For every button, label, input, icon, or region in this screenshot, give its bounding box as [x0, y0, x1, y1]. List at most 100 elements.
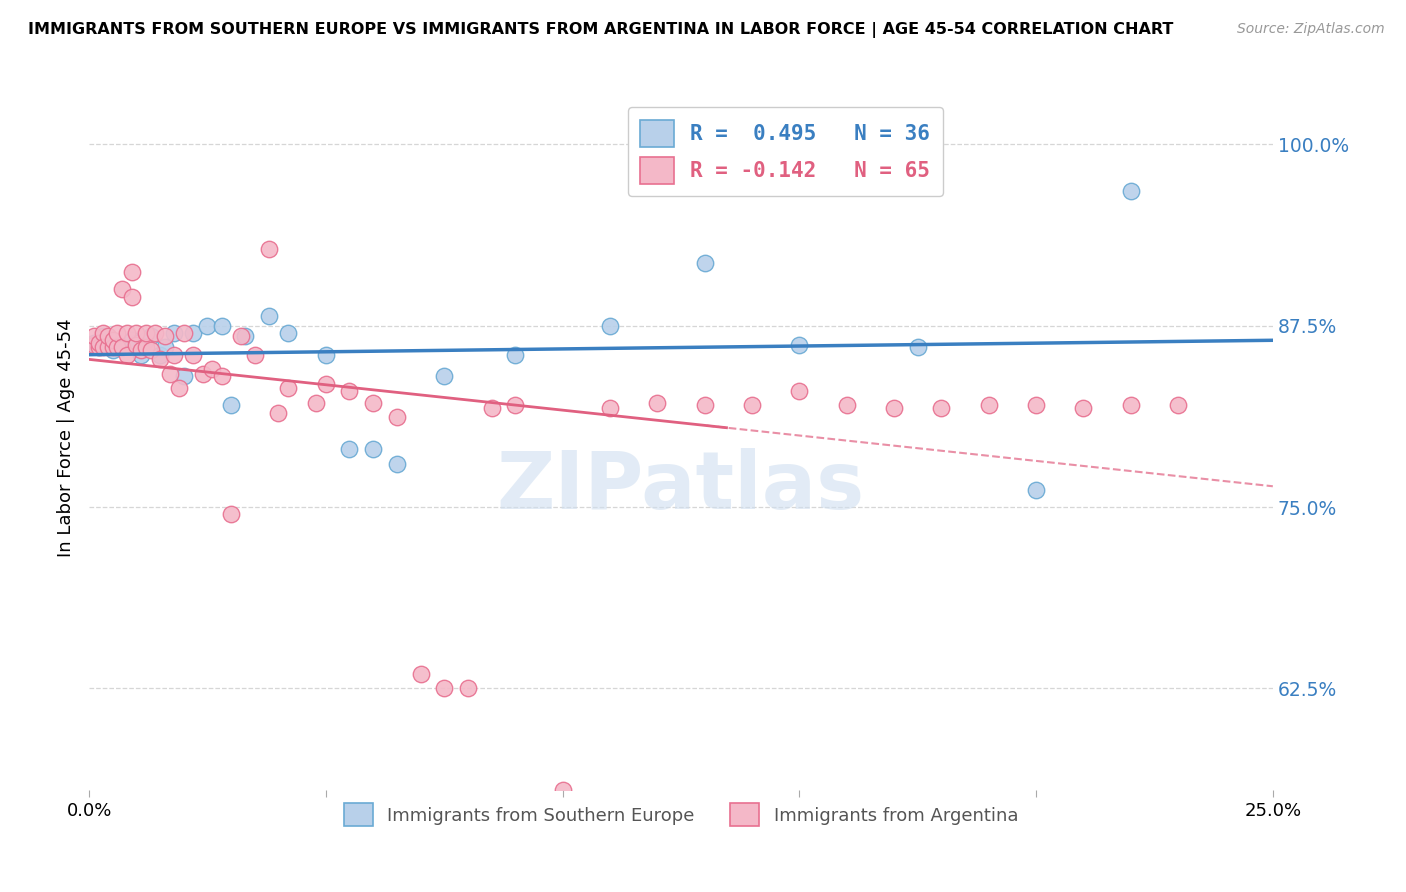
Point [97, 337, 120, 351]
Point [1025, 399, 1047, 413]
Point [83, 336, 105, 351]
Point [139, 343, 162, 358]
Point [257, 242, 280, 256]
Point [87, 336, 110, 351]
Point [219, 399, 242, 413]
Point [339, 442, 361, 456]
Point [83, 337, 105, 351]
Point [107, 326, 129, 340]
Point [173, 369, 195, 384]
Point [87, 341, 110, 355]
Point [129, 348, 152, 362]
Point [101, 333, 124, 347]
Point [1119, 184, 1142, 198]
Y-axis label: In Labor Force | Age 45-54: In Labor Force | Age 45-54 [58, 318, 75, 558]
Point [163, 326, 186, 340]
Point [481, 401, 503, 416]
Point [111, 282, 134, 296]
Point [125, 326, 148, 340]
Point [91, 329, 114, 343]
Point [233, 329, 256, 343]
Point [149, 348, 172, 362]
Point [277, 381, 299, 395]
Text: Source: ZipAtlas.com: Source: ZipAtlas.com [1237, 22, 1385, 37]
Point [101, 341, 124, 355]
Text: IMMIGRANTS FROM SOUTHERN EUROPE VS IMMIGRANTS FROM ARGENTINA IN LABOR FORCE | AG: IMMIGRANTS FROM SOUTHERN EUROPE VS IMMIG… [28, 22, 1174, 38]
Point [433, 369, 456, 384]
Point [315, 348, 337, 362]
Point [693, 399, 716, 413]
Point [135, 333, 157, 347]
Point [789, 384, 811, 398]
Point [101, 343, 124, 358]
Point [433, 681, 456, 696]
Point [385, 457, 408, 471]
Point [243, 348, 266, 362]
Point [457, 681, 479, 696]
Point [153, 341, 176, 355]
Point [135, 341, 157, 355]
Point [91, 326, 114, 340]
Point [181, 326, 204, 340]
Point [111, 341, 134, 355]
Point [201, 362, 224, 376]
Point [107, 337, 129, 351]
Point [149, 352, 172, 367]
Point [115, 326, 138, 340]
Point [115, 337, 138, 351]
Point [211, 318, 233, 333]
Point [977, 399, 1000, 413]
Point [339, 384, 361, 398]
Point [361, 442, 384, 456]
Point [121, 265, 143, 279]
Point [1119, 399, 1142, 413]
Point [219, 508, 242, 522]
Point [211, 369, 233, 384]
Point [599, 318, 621, 333]
Point [115, 348, 138, 362]
Text: ZIPatlas: ZIPatlas [496, 449, 865, 526]
Point [409, 666, 432, 681]
Point [1025, 483, 1047, 497]
Point [931, 401, 953, 416]
Point [315, 376, 337, 391]
Point [121, 333, 143, 347]
Point [257, 309, 280, 323]
Point [163, 348, 186, 362]
Point [191, 367, 214, 381]
Point [135, 326, 157, 340]
Point [741, 399, 763, 413]
Legend: Immigrants from Southern Europe, Immigrants from Argentina: Immigrants from Southern Europe, Immigra… [336, 796, 1025, 834]
Point [87, 341, 110, 355]
Point [167, 381, 190, 395]
Point [503, 399, 526, 413]
Point [139, 329, 162, 343]
Point [551, 783, 574, 797]
Point [883, 401, 905, 416]
Point [83, 329, 105, 343]
Point [645, 395, 668, 409]
Point [125, 336, 148, 351]
Point [503, 348, 526, 362]
Point [159, 367, 181, 381]
Point [97, 341, 120, 355]
Point [305, 395, 328, 409]
Point [125, 337, 148, 351]
Point [197, 318, 219, 333]
Point [143, 326, 166, 340]
Point [97, 329, 120, 343]
Point [789, 337, 811, 351]
Point [385, 410, 408, 425]
Point [107, 341, 129, 355]
Point [153, 329, 176, 343]
Point [1167, 399, 1189, 413]
Point [173, 326, 195, 340]
Point [111, 341, 134, 355]
Point [599, 401, 621, 416]
Point [91, 341, 114, 355]
Point [121, 290, 143, 304]
Point [229, 329, 252, 343]
Point [181, 348, 204, 362]
Point [907, 341, 929, 355]
Point [361, 395, 384, 409]
